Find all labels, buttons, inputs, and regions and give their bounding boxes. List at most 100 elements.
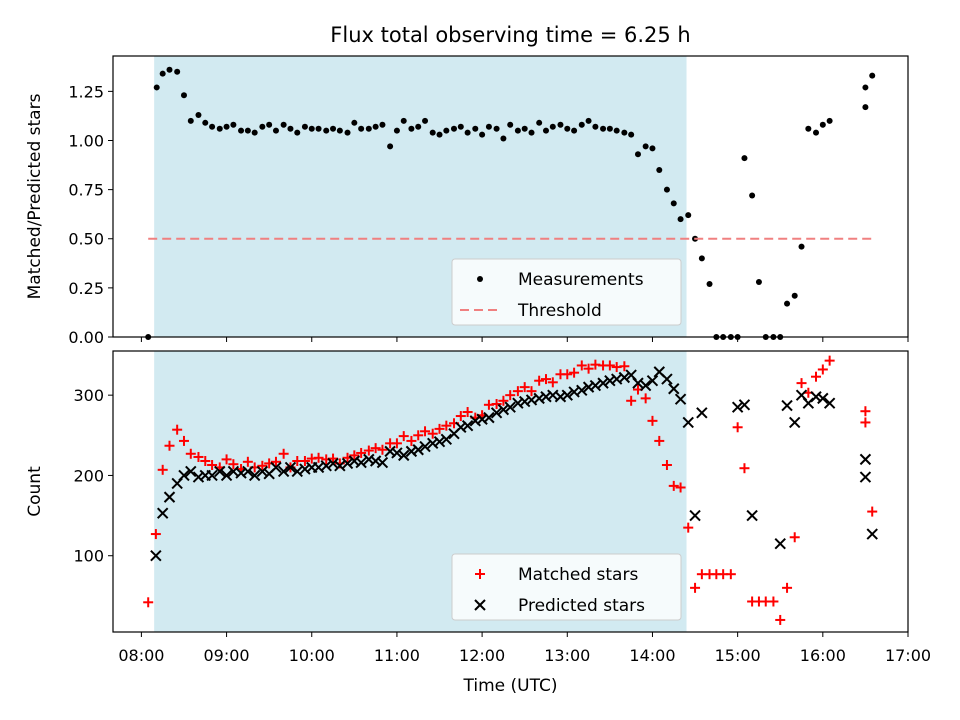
matched-star-point — [626, 395, 637, 406]
measurement-point — [578, 121, 585, 128]
chart-title: Flux total observing time = 6.25 h — [330, 23, 690, 47]
matched-star-point — [534, 375, 545, 386]
predicted-star-point — [859, 471, 872, 483]
matched-star-point — [257, 460, 268, 471]
predicted-star-point — [632, 377, 644, 389]
x-tick-label: 16:00 — [800, 646, 846, 665]
matched-star-point — [242, 456, 253, 467]
predicted-star-point — [781, 399, 793, 412]
predicted-star-point — [589, 379, 602, 392]
predicted-star-point — [674, 393, 687, 405]
predicted-star-point — [497, 403, 510, 416]
measurement-point — [223, 123, 230, 130]
legend: Measurements Threshold — [451, 258, 682, 326]
measurement-point — [330, 125, 337, 132]
measurement-point — [387, 143, 394, 150]
predicted-star-point — [270, 461, 282, 474]
predicted-star-point — [248, 469, 261, 482]
measurement-point — [244, 127, 251, 134]
predicted-star-point — [327, 457, 339, 470]
measurement-point — [805, 125, 812, 132]
x-tick-label: 15:00 — [715, 646, 761, 665]
predicted-star-point — [597, 377, 609, 389]
measurement-point — [358, 125, 365, 132]
predicted-star-point — [774, 537, 786, 550]
legend-marker-measurements — [477, 276, 483, 282]
matched-star-point — [811, 371, 822, 382]
matched-star-point — [640, 393, 651, 404]
measurement-point — [308, 125, 315, 132]
legend-label: Matched stars — [518, 565, 638, 585]
predicted-star-point — [533, 392, 545, 405]
predicted-star-point — [789, 416, 801, 429]
matched-star-point — [441, 420, 452, 431]
predicted-star-point — [235, 467, 247, 479]
measurement-point — [514, 127, 521, 134]
measurement-point — [209, 123, 216, 130]
predicted-star-point — [746, 509, 758, 522]
measurement-point — [571, 127, 578, 134]
predicted-star-point — [334, 460, 346, 472]
predicted-star-point — [604, 374, 616, 387]
predicted-star-point — [156, 507, 169, 519]
predicted-star-point — [469, 415, 481, 427]
measurement-point — [791, 292, 798, 299]
measurement-point — [784, 300, 791, 307]
predicted-star-point — [576, 384, 588, 397]
matched-star-point — [562, 369, 573, 380]
measurement-point — [429, 129, 436, 136]
matched-star-point — [221, 454, 232, 465]
matched-star-point — [654, 435, 665, 446]
matched-star-point — [512, 386, 523, 397]
measurement-point — [472, 125, 479, 132]
measurement-point — [294, 129, 301, 136]
y-tick-label: 0.00 — [68, 328, 104, 347]
matched-star-point — [725, 569, 736, 580]
y-axis-label: Matched/Predicted stars — [25, 93, 45, 299]
measurement-point — [372, 123, 379, 130]
measurement-point — [677, 216, 684, 223]
matched-star-point — [164, 440, 175, 451]
matched-star-point — [150, 529, 161, 540]
measurement-point — [259, 123, 266, 130]
predicted-star-point — [810, 391, 822, 403]
matched-star-point — [185, 448, 196, 459]
matched-star-point — [228, 459, 239, 470]
measurement-point — [238, 127, 245, 134]
predicted-star-point — [440, 433, 453, 446]
predicted-star-point — [817, 392, 829, 405]
matched-star-point — [732, 422, 743, 433]
legend-box — [451, 553, 682, 621]
predicted-star-point — [461, 419, 474, 432]
measurement-point — [393, 127, 400, 134]
matched-star-point — [398, 431, 409, 442]
matched-star-point — [434, 423, 445, 434]
measurement-point — [656, 166, 663, 173]
x-tick-label: 11:00 — [374, 646, 420, 665]
measurement-point — [216, 125, 223, 132]
measurement-point — [230, 121, 237, 128]
legend-marker-predicted — [474, 599, 486, 611]
predicted-star-point — [178, 469, 190, 482]
measurement-point — [649, 145, 656, 152]
measurement-point — [634, 151, 641, 158]
measurement-point — [621, 129, 628, 136]
matched-star-point — [505, 390, 516, 401]
measurement-point — [436, 131, 443, 138]
measurement-point — [280, 121, 287, 128]
predicted-star-point — [866, 528, 878, 540]
measurement-point — [685, 212, 692, 219]
predicted-star-point — [405, 445, 418, 458]
measurement-point — [287, 125, 294, 132]
predicted-star-point — [504, 401, 516, 413]
matched-star-point — [683, 522, 694, 533]
measurement-point — [166, 66, 173, 73]
predicted-star-point — [561, 389, 573, 401]
predicted-star-point — [348, 455, 361, 467]
predicted-star-point — [483, 411, 495, 424]
measurement-point — [706, 280, 713, 287]
matched-star-point — [668, 480, 679, 491]
x-tick-label: 10:00 — [289, 646, 335, 665]
measurement-point — [549, 123, 556, 130]
